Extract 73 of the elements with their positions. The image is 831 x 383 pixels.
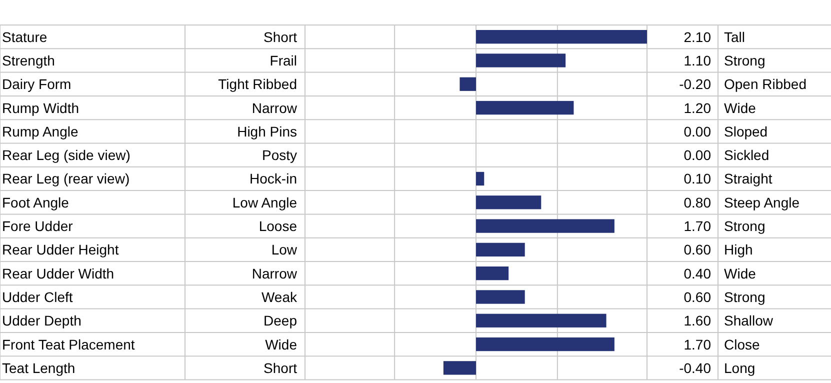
bar [443,361,476,375]
text: Tall [724,28,746,45]
data-label: -0.40 [679,360,712,376]
text: Low Angle [232,194,298,210]
text: Deep [264,312,298,329]
data-label: 0.80 [684,194,712,210]
text: Frail [270,52,297,68]
text: Sickled [724,147,770,164]
text: Steep Angle [724,194,800,210]
data-label: 1.20 [684,100,712,116]
data-label: 1.10 [684,52,712,68]
text: Shallow [724,312,774,329]
text: Straight [724,170,772,187]
bar [476,219,614,233]
bar [476,337,614,352]
text: Strong [724,52,766,68]
bar [476,242,525,256]
text: Wide [265,336,298,352]
text: Hock-in [250,170,297,187]
data-label: 2.10 [684,28,712,45]
y-tick-label: Rear Udder Height [2,242,119,258]
text: Tight Ribbed [218,76,297,92]
text: High Pins [237,123,297,140]
data-label: 1.60 [684,312,712,329]
y-tick-label: Teat Length [2,360,76,376]
text: Wide [724,100,756,116]
data-label: 0.00 [684,123,712,140]
text: Low [271,242,298,258]
text: Narrow [252,100,298,116]
text: Strong [724,288,766,305]
y-tick-label: Front Teat Placement [2,336,135,352]
bar [476,196,542,210]
y-tick-label: Udder Depth [2,312,82,329]
bar [460,77,476,91]
y-tick-label: Foot Angle [2,194,70,210]
text: Posty [262,147,297,164]
data-label: 0.60 [684,242,712,258]
bar [476,290,525,304]
text: Short [264,28,298,45]
text: Weak [261,288,298,305]
text: Strong [724,218,766,234]
bar [476,100,574,115]
y-tick-label: Dairy Form [2,76,72,92]
data-label: -0.20 [679,76,712,92]
y-tick-label: Rear Udder Width [2,265,114,282]
text: Narrow [252,265,298,282]
y-tick-label: Rear Leg (rear view) [2,170,130,187]
text: Long [724,360,756,376]
bar [476,314,606,328]
bar [476,266,509,280]
text: Loose [258,218,298,234]
data-label: 0.00 [684,147,712,164]
y-tick-label: Stature [2,28,48,45]
text: Sloped [724,123,768,140]
y-tick-label: Rump Angle [2,123,78,140]
y-tick-label: Rear Leg (side view) [2,147,130,164]
text: Close [724,336,760,352]
text: Short [264,360,298,376]
data-label: 0.10 [684,170,712,187]
text: High [724,242,753,258]
y-tick-label: Strength [2,52,55,68]
data-label: 0.60 [684,288,712,305]
y-tick-label: Fore Udder [2,218,74,234]
data-label: 1.70 [684,336,712,352]
text: Wide [724,265,756,282]
data-label: 1.70 [684,218,712,234]
data-label: 0.40 [684,265,712,282]
bar [476,30,647,44]
bar [476,172,484,186]
text: Open Ribbed [724,76,807,92]
bar [476,54,566,68]
y-tick-label: Rump Width [2,100,80,116]
y-tick-label: Udder Cleft [2,288,73,305]
